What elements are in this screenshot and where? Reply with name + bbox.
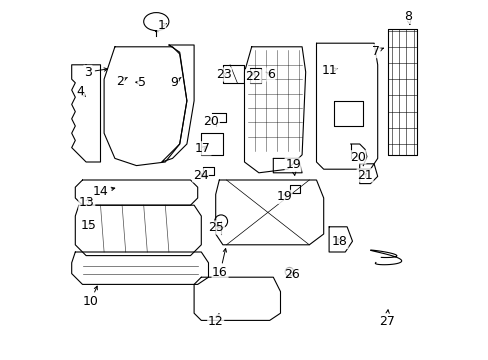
Text: 17: 17 <box>195 142 211 155</box>
Text: 19: 19 <box>285 158 300 175</box>
Text: 22: 22 <box>245 70 261 83</box>
Text: 26: 26 <box>284 268 299 281</box>
Text: 18: 18 <box>331 235 347 248</box>
Text: 20: 20 <box>349 151 365 164</box>
Text: 27: 27 <box>378 310 394 328</box>
Text: 6: 6 <box>265 68 274 81</box>
Text: 14: 14 <box>92 185 115 198</box>
Text: 20: 20 <box>203 115 219 128</box>
Text: 11: 11 <box>321 64 337 77</box>
Text: 8: 8 <box>404 10 411 24</box>
Text: 12: 12 <box>207 314 223 328</box>
Text: 1: 1 <box>158 19 166 32</box>
Text: 3: 3 <box>84 66 107 78</box>
Text: 13: 13 <box>79 196 95 209</box>
Text: 16: 16 <box>212 248 227 279</box>
Text: 23: 23 <box>215 68 231 81</box>
Text: 24: 24 <box>192 169 208 182</box>
Text: 25: 25 <box>208 221 224 234</box>
Text: 2: 2 <box>116 75 127 87</box>
Text: 10: 10 <box>82 286 98 308</box>
Text: 9: 9 <box>170 76 181 89</box>
Text: 4: 4 <box>77 85 85 98</box>
Text: 19: 19 <box>276 190 291 203</box>
Text: 21: 21 <box>357 169 372 182</box>
Text: 5: 5 <box>136 76 145 89</box>
Text: 7: 7 <box>371 45 383 58</box>
Text: 15: 15 <box>81 219 97 232</box>
